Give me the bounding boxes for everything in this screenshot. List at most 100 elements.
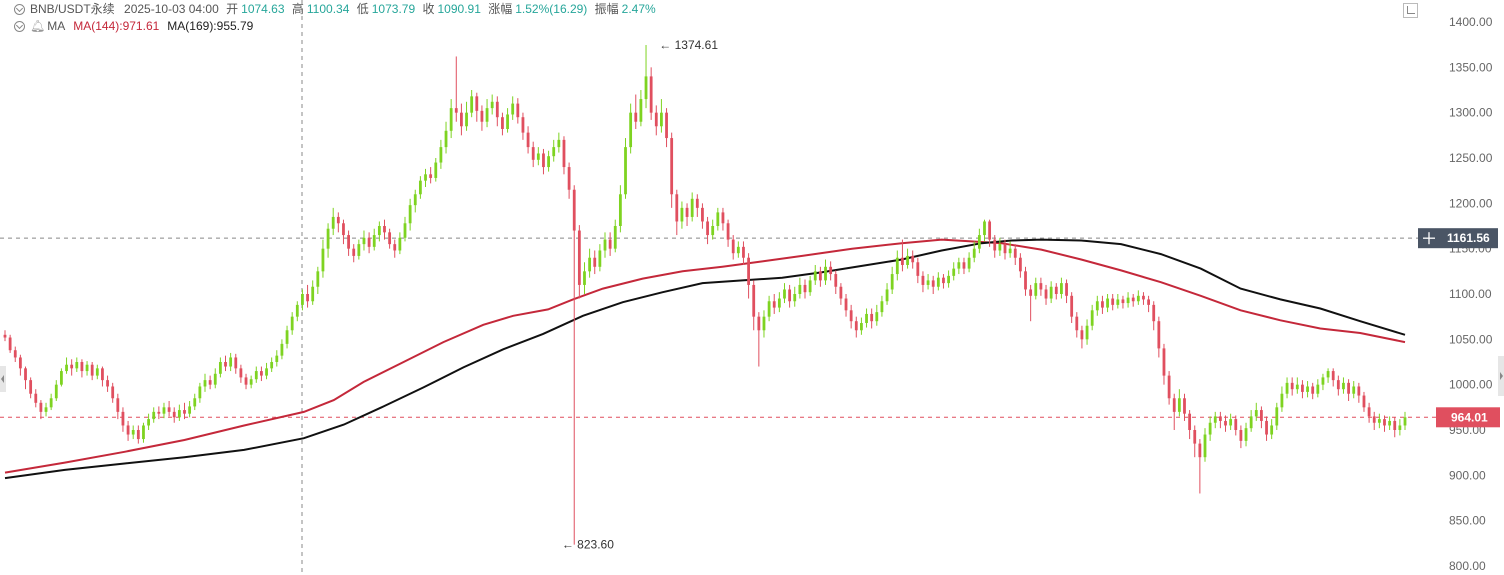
candle <box>1142 292 1145 305</box>
candle-body <box>244 377 248 385</box>
candle <box>572 185 576 545</box>
candle <box>1101 295 1104 314</box>
candle <box>557 132 561 153</box>
candle <box>501 112 504 136</box>
price-tick-label: 900.00 <box>1449 468 1486 482</box>
candle <box>1018 253 1022 278</box>
candle <box>936 272 940 291</box>
candle-body <box>798 284 802 294</box>
candle <box>203 373 207 392</box>
candle-body <box>1203 434 1207 458</box>
candle-body <box>726 223 730 240</box>
candle-body <box>1239 430 1243 441</box>
candle <box>895 250 899 281</box>
candle <box>495 96 499 127</box>
candle-body <box>613 226 617 249</box>
candle <box>249 375 253 389</box>
candle <box>1254 402 1258 421</box>
candle-body <box>629 112 633 148</box>
candle <box>383 219 386 240</box>
last-price-box <box>1436 407 1500 428</box>
candle-body <box>690 198 694 217</box>
collapse-ma-icon[interactable] <box>14 21 25 32</box>
candle <box>285 325 289 349</box>
candle <box>429 167 433 184</box>
candle <box>1295 377 1299 394</box>
candle-body <box>1285 382 1289 394</box>
candle <box>193 393 197 411</box>
candle-body <box>75 362 79 369</box>
candle <box>1193 425 1197 458</box>
candle-body <box>495 101 499 118</box>
scroll-left-handle[interactable] <box>0 366 6 392</box>
candle-body <box>526 132 530 148</box>
candle <box>147 413 150 430</box>
candle-body <box>1393 420 1397 430</box>
candle <box>1177 389 1181 417</box>
candle <box>465 101 468 131</box>
candle <box>1034 277 1038 300</box>
candle <box>101 366 104 387</box>
candle <box>1085 319 1089 345</box>
candle-body <box>218 362 222 374</box>
candle <box>521 112 525 140</box>
candle-body <box>85 364 89 372</box>
candle <box>1003 239 1007 260</box>
candle <box>213 368 217 389</box>
candle <box>480 105 484 131</box>
candle <box>1316 379 1320 398</box>
candle <box>1398 419 1402 436</box>
candle <box>526 126 530 154</box>
candle <box>49 393 53 411</box>
candle <box>162 402 166 419</box>
candle <box>336 212 340 233</box>
candle <box>295 301 299 322</box>
candle <box>762 310 766 338</box>
candle-body <box>577 230 581 285</box>
candle-body <box>639 99 643 122</box>
candle <box>1188 410 1192 440</box>
low-value: 1073.79 <box>371 2 416 16</box>
candle-body <box>393 244 397 251</box>
scroll-right-handle[interactable] <box>1498 356 1504 396</box>
candle-body <box>372 235 376 247</box>
candle <box>747 253 750 299</box>
candle <box>65 357 68 374</box>
ma-label[interactable]: MA <box>47 19 66 33</box>
candle <box>926 274 930 290</box>
candle <box>634 94 638 129</box>
candle <box>998 237 1002 256</box>
open-value: 1074.63 <box>241 2 285 16</box>
candle <box>844 294 848 317</box>
candle <box>367 232 371 254</box>
candle <box>1111 294 1115 311</box>
candle <box>321 239 325 278</box>
candle-body <box>106 380 109 387</box>
collapse-icon[interactable] <box>14 4 25 15</box>
crosshair-price-label: 1161.56 <box>1447 231 1490 245</box>
candle-body <box>101 368 104 381</box>
candle <box>552 139 556 162</box>
candle-body <box>1080 330 1084 340</box>
candle-body <box>716 212 720 226</box>
candle <box>218 357 222 378</box>
candle <box>1388 416 1392 430</box>
candle <box>957 257 961 275</box>
candle-body <box>942 277 945 284</box>
candle-body <box>1101 301 1104 308</box>
candle-body <box>1193 430 1197 444</box>
candle-body <box>1234 419 1238 430</box>
candle <box>921 271 925 293</box>
annotations: ← 1374.61 ← 823.60 <box>562 38 718 552</box>
candle <box>490 94 494 115</box>
candle <box>1270 419 1274 440</box>
bell-icon[interactable]: 🔔︎ <box>30 19 46 33</box>
candle-body <box>403 223 407 238</box>
candle-body <box>731 239 735 254</box>
candle-body <box>1336 380 1340 390</box>
candle-body <box>260 371 263 376</box>
candle <box>972 241 976 263</box>
candle <box>167 400 171 417</box>
fullscreen-icon[interactable] <box>1403 3 1418 18</box>
